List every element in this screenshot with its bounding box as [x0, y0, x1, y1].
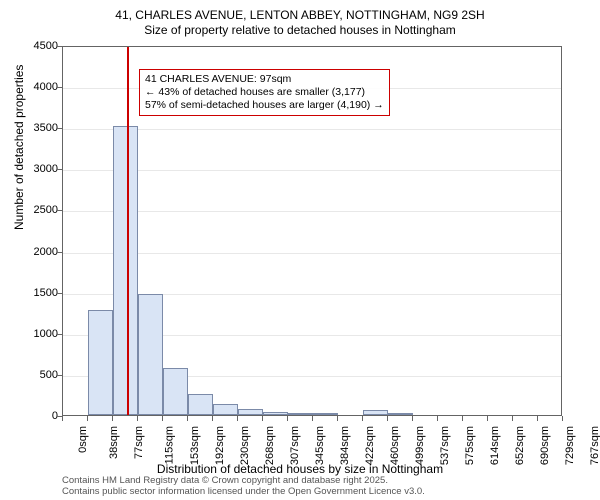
chart-title-block: 41, CHARLES AVENUE, LENTON ABBEY, NOTTIN… [0, 0, 600, 38]
y-tick-mark [57, 252, 62, 253]
y-tick-mark [57, 128, 62, 129]
x-tick-mark [312, 416, 313, 421]
x-tick-mark [162, 416, 163, 421]
y-tick-label: 3500 [18, 122, 58, 134]
x-tick-mark [62, 416, 63, 421]
y-tick-mark [57, 87, 62, 88]
x-tick-label: 575sqm [464, 426, 476, 465]
y-tick-label: 4000 [18, 81, 58, 93]
y-tick-label: 1000 [18, 328, 58, 340]
histogram-bar [188, 394, 213, 415]
histogram-bar [363, 410, 388, 415]
y-tick-label: 500 [18, 369, 58, 381]
x-tick-mark [362, 416, 363, 421]
annotation-line1: 41 CHARLES AVENUE: 97sqm [145, 73, 384, 86]
y-tick-label: 4500 [18, 40, 58, 52]
histogram-bar [213, 404, 238, 416]
x-tick-mark [537, 416, 538, 421]
property-marker-line [127, 47, 129, 415]
x-tick-mark [387, 416, 388, 421]
plot-area: 41 CHARLES AVENUE: 97sqm ← 43% of detach… [62, 46, 562, 416]
histogram-bar [88, 310, 113, 415]
y-tick-mark [57, 46, 62, 47]
x-tick-label: 192sqm [214, 426, 226, 465]
x-tick-mark [262, 416, 263, 421]
y-tick-mark [57, 375, 62, 376]
y-tick-mark [57, 293, 62, 294]
chart-title-line1: 41, CHARLES AVENUE, LENTON ABBEY, NOTTIN… [0, 8, 600, 23]
x-tick-label: 115sqm [163, 426, 175, 464]
x-tick-mark [437, 416, 438, 421]
histogram-bar [238, 409, 263, 415]
x-tick-mark [337, 416, 338, 421]
y-tick-mark [57, 169, 62, 170]
x-tick-label: 307sqm [289, 426, 301, 465]
x-tick-mark [562, 416, 563, 421]
x-tick-mark [137, 416, 138, 421]
footer-attribution: Contains HM Land Registry data © Crown c… [62, 476, 425, 498]
x-tick-label: 268sqm [264, 426, 276, 465]
x-tick-label: 767sqm [589, 426, 600, 465]
x-tick-mark [237, 416, 238, 421]
x-tick-label: 384sqm [339, 426, 351, 465]
x-tick-mark [87, 416, 88, 421]
x-tick-label: 77sqm [133, 426, 145, 459]
histogram-bar [388, 413, 413, 415]
x-tick-label: 729sqm [564, 426, 576, 465]
x-tick-mark [187, 416, 188, 421]
histogram-bar [113, 126, 138, 415]
annotation-box: 41 CHARLES AVENUE: 97sqm ← 43% of detach… [139, 69, 390, 116]
x-tick-mark [462, 416, 463, 421]
x-tick-mark [487, 416, 488, 421]
x-tick-label: 153sqm [189, 426, 201, 465]
x-axis-title: Distribution of detached houses by size … [0, 462, 600, 476]
y-tick-label: 2000 [18, 246, 58, 258]
x-tick-label: 690sqm [539, 426, 551, 465]
x-tick-label: 460sqm [389, 426, 401, 465]
y-tick-mark [57, 210, 62, 211]
y-tick-label: 1500 [18, 287, 58, 299]
annotation-line3: 57% of semi-detached houses are larger (… [145, 99, 384, 112]
plot-wrap: 41 CHARLES AVENUE: 97sqm ← 43% of detach… [62, 46, 562, 416]
histogram-bar [288, 413, 313, 415]
x-tick-label: 0sqm [77, 426, 89, 453]
histogram-bar [138, 294, 163, 415]
x-tick-label: 499sqm [414, 426, 426, 465]
x-tick-label: 345sqm [314, 426, 326, 465]
x-tick-mark [412, 416, 413, 421]
x-tick-mark [287, 416, 288, 421]
x-tick-mark [112, 416, 113, 421]
x-tick-mark [512, 416, 513, 421]
histogram-bar [263, 412, 288, 415]
x-tick-label: 614sqm [489, 426, 501, 465]
y-tick-label: 0 [18, 410, 58, 422]
footer-line2: Contains public sector information licen… [62, 487, 425, 498]
x-tick-label: 652sqm [514, 426, 526, 465]
annotation-line2: ← 43% of detached houses are smaller (3,… [145, 86, 384, 99]
x-tick-label: 422sqm [364, 426, 376, 465]
y-tick-mark [57, 334, 62, 335]
y-tick-label: 3000 [18, 163, 58, 175]
histogram-bar [313, 413, 338, 415]
x-tick-label: 230sqm [239, 426, 251, 465]
histogram-bar [163, 368, 188, 415]
y-tick-label: 2500 [18, 204, 58, 216]
x-tick-mark [212, 416, 213, 421]
chart-title-line2: Size of property relative to detached ho… [0, 23, 600, 38]
x-tick-label: 537sqm [439, 426, 451, 465]
x-tick-label: 38sqm [108, 426, 120, 459]
